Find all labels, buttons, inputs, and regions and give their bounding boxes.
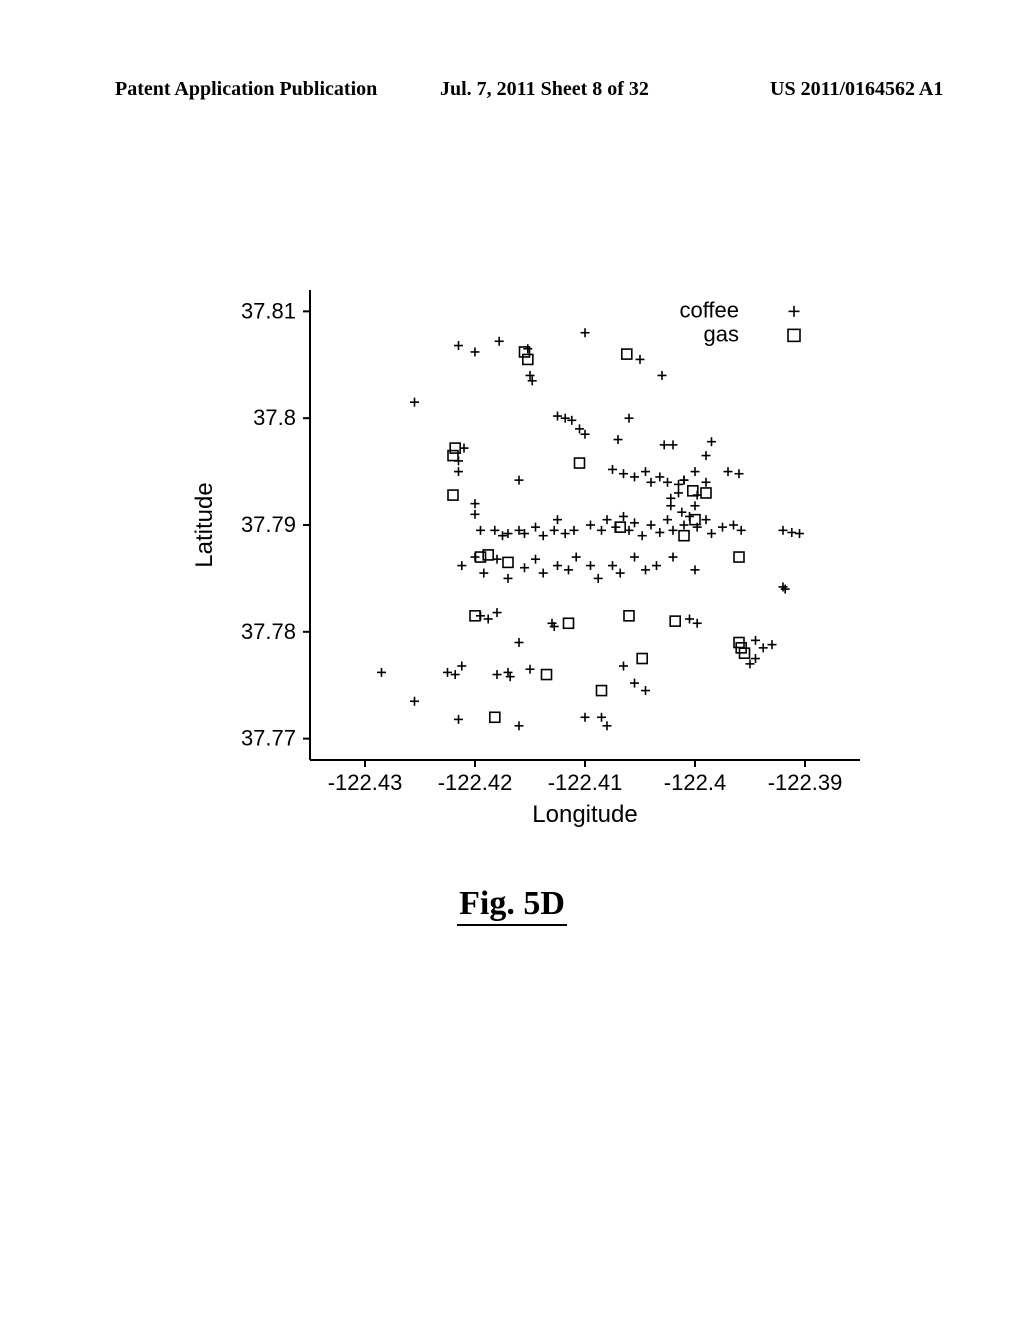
header-center: Jul. 7, 2011 Sheet 8 of 32 — [440, 78, 649, 101]
svg-text:37.8: 37.8 — [253, 405, 296, 430]
svg-text:37.81: 37.81 — [241, 298, 296, 323]
svg-text:-122.39: -122.39 — [768, 770, 843, 795]
svg-text:-122.42: -122.42 — [438, 770, 513, 795]
svg-text:Longitude: Longitude — [532, 801, 637, 828]
svg-text:gas: gas — [704, 321, 739, 346]
svg-text:-122.4: -122.4 — [664, 770, 726, 795]
svg-text:-122.43: -122.43 — [328, 770, 403, 795]
svg-text:37.77: 37.77 — [241, 726, 296, 751]
svg-text:coffee: coffee — [679, 297, 739, 322]
svg-text:37.78: 37.78 — [241, 619, 296, 644]
scatter-chart: -122.43 -122.42 -122.41 -122.4 -122.39 37.77 3… — [180, 280, 880, 840]
header-right: US 2011/0164562 A1 — [770, 78, 943, 101]
svg-text:-122.41: -122.41 — [548, 770, 623, 795]
figure-label: Fig. 5D — [0, 885, 1024, 923]
header-left: Patent Application Publication — [115, 78, 377, 101]
svg-text:Latitude: Latitude — [191, 482, 218, 567]
svg-text:37.79: 37.79 — [241, 512, 296, 537]
